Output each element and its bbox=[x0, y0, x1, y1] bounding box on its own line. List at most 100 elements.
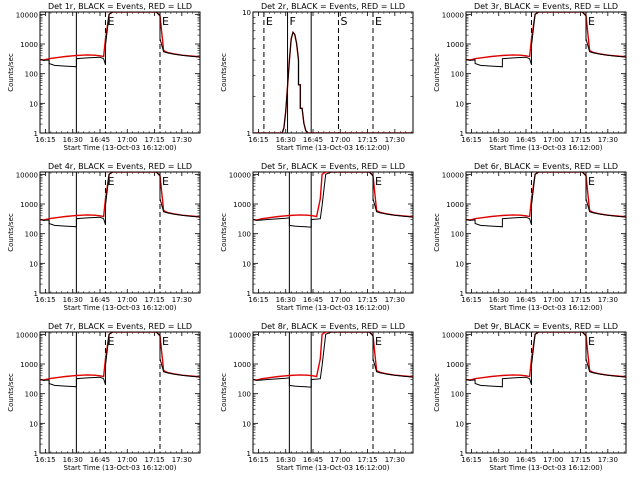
x-tick-label: 17:00 bbox=[330, 136, 350, 144]
y-axis-label: Counts/sec bbox=[433, 373, 441, 412]
x-axis-label: Start Time (13-Oct-03 16:12:00) bbox=[277, 464, 390, 472]
x-tick-label: 16:30 bbox=[63, 296, 83, 304]
x-tick-label: 17:30 bbox=[172, 296, 192, 304]
x-axis-label: Start Time (13-Oct-03 16:12:00) bbox=[64, 464, 177, 472]
x-tick-label: 17:00 bbox=[117, 456, 137, 464]
events-series-line bbox=[466, 12, 626, 68]
y-tick-label: 1000 bbox=[446, 41, 464, 49]
marker-label: E bbox=[162, 335, 169, 348]
x-tick-label: 16:15 bbox=[248, 456, 268, 464]
x-tick-label: 17:30 bbox=[385, 296, 405, 304]
x-tick-label: 17:00 bbox=[117, 296, 137, 304]
events-series-line bbox=[253, 172, 413, 228]
marker-label: E bbox=[266, 15, 273, 28]
y-tick-label: 1000 bbox=[446, 361, 464, 369]
y-tick-label: 100 bbox=[238, 231, 251, 239]
x-tick-label: 17:15 bbox=[357, 296, 377, 304]
y-tick-label: 1000 bbox=[446, 201, 464, 209]
x-tick-label: 17:15 bbox=[144, 136, 164, 144]
x-tick-label: 16:30 bbox=[276, 136, 296, 144]
marker-label: E bbox=[588, 15, 595, 28]
x-tick-label: 17:15 bbox=[144, 456, 164, 464]
plot-frame bbox=[465, 331, 627, 454]
y-tick-label: 10 bbox=[242, 9, 251, 17]
panel-title: Det 1r, BLACK = Events, RED = LLD bbox=[48, 2, 192, 11]
x-tick-label: 16:15 bbox=[461, 136, 481, 144]
y-axis-label: Counts/sec bbox=[220, 373, 228, 412]
detector-panel-4: Det 4r, BLACK = Events, RED = LLD 1 10 100 1… bbox=[7, 162, 201, 312]
x-axis-label: Start Time (13-Oct-03 16:12:00) bbox=[490, 464, 603, 472]
detector-panel-5: Det 5r, BLACK = Events, RED = LLD 1 10 100 1… bbox=[220, 162, 414, 312]
y-axis-label: Counts/sec bbox=[7, 53, 15, 92]
x-axis-label: Start Time (13-Oct-03 16:12:00) bbox=[277, 144, 390, 152]
marker-label: F bbox=[290, 15, 296, 28]
x-tick-label: 16:30 bbox=[276, 296, 296, 304]
y-tick-label: 10000 bbox=[229, 171, 251, 179]
lld-series-line bbox=[253, 172, 413, 221]
x-tick-label: 16:45 bbox=[90, 136, 110, 144]
marker-label: S bbox=[340, 15, 347, 28]
y-tick-label: 10000 bbox=[229, 331, 251, 339]
detector-panel-8: Det 8r, BLACK = Events, RED = LLD 1 10 100 1… bbox=[220, 322, 414, 472]
detector-panel-3: Det 3r, BLACK = Events, RED = LLD 1 10 100 1… bbox=[433, 2, 627, 152]
x-tick-label: 16:45 bbox=[516, 296, 536, 304]
x-tick-label: 16:30 bbox=[63, 136, 83, 144]
x-tick-label: 17:15 bbox=[570, 456, 590, 464]
y-tick-label: 1 bbox=[460, 450, 464, 458]
y-tick-label: 1 bbox=[34, 450, 38, 458]
events-series-line bbox=[466, 332, 626, 388]
y-tick-label: 10 bbox=[455, 420, 464, 428]
y-tick-label: 1 bbox=[247, 130, 251, 138]
y-tick-label: 10 bbox=[29, 100, 38, 108]
x-tick-label: 17:30 bbox=[598, 136, 618, 144]
y-tick-label: 1000 bbox=[20, 41, 38, 49]
y-tick-label: 100 bbox=[25, 71, 38, 79]
events-series-line bbox=[466, 172, 626, 228]
detector-panel-2: Det 2r, BLACK = Events, RED = LLD 1 10 Coun… bbox=[220, 2, 414, 152]
marker-label: E bbox=[588, 335, 595, 348]
y-tick-label: 10000 bbox=[442, 331, 464, 339]
marker-label: E bbox=[375, 335, 382, 348]
y-tick-label: 1 bbox=[247, 290, 251, 298]
marker-label: E bbox=[375, 175, 382, 188]
x-tick-label: 17:15 bbox=[357, 136, 377, 144]
x-tick-label: 16:30 bbox=[489, 456, 509, 464]
y-tick-label: 10 bbox=[29, 260, 38, 268]
detector-panel-7: Det 7r, BLACK = Events, RED = LLD 1 10 100 1… bbox=[7, 322, 201, 472]
x-tick-label: 16:30 bbox=[276, 456, 296, 464]
events-series-line bbox=[40, 12, 200, 68]
y-tick-label: 10 bbox=[455, 260, 464, 268]
y-tick-label: 1 bbox=[460, 290, 464, 298]
lld-series-line bbox=[253, 332, 413, 381]
detector-panel-6: Det 6r, BLACK = Events, RED = LLD 1 10 100 1… bbox=[433, 162, 627, 312]
x-tick-label: 16:30 bbox=[489, 136, 509, 144]
panel-title: Det 9r, BLACK = Events, RED = LLD bbox=[474, 322, 618, 331]
x-tick-label: 16:45 bbox=[303, 136, 323, 144]
lld-series-line bbox=[466, 172, 626, 221]
x-axis-label: Start Time (13-Oct-03 16:12:00) bbox=[490, 144, 603, 152]
plot-frame bbox=[252, 331, 414, 454]
y-axis-label: Counts/sec bbox=[433, 213, 441, 252]
x-axis-label: Start Time (13-Oct-03 16:12:00) bbox=[490, 304, 603, 312]
x-tick-label: 17:30 bbox=[172, 456, 192, 464]
x-tick-label: 17:00 bbox=[543, 456, 563, 464]
y-axis-label: Counts/sec bbox=[7, 213, 15, 252]
x-tick-label: 17:00 bbox=[117, 136, 137, 144]
detector-panel-9: Det 9r, BLACK = Events, RED = LLD 1 10 100 1… bbox=[433, 322, 627, 472]
marker-label: E bbox=[375, 15, 382, 28]
x-axis-label: Start Time (13-Oct-03 16:12:00) bbox=[277, 304, 390, 312]
plot-frame bbox=[465, 11, 627, 134]
y-tick-label: 100 bbox=[25, 231, 38, 239]
y-tick-label: 10 bbox=[455, 100, 464, 108]
y-axis-label: Counts/sec bbox=[220, 53, 228, 92]
x-tick-label: 17:15 bbox=[570, 136, 590, 144]
marker-label: E bbox=[162, 15, 169, 28]
x-tick-label: 17:00 bbox=[543, 136, 563, 144]
x-tick-label: 16:45 bbox=[303, 296, 323, 304]
lld-series-line bbox=[40, 12, 200, 61]
events-series-line bbox=[40, 332, 200, 388]
x-tick-label: 17:15 bbox=[144, 296, 164, 304]
y-tick-label: 1 bbox=[34, 290, 38, 298]
y-tick-label: 10 bbox=[242, 420, 251, 428]
marker-label: E bbox=[162, 175, 169, 188]
